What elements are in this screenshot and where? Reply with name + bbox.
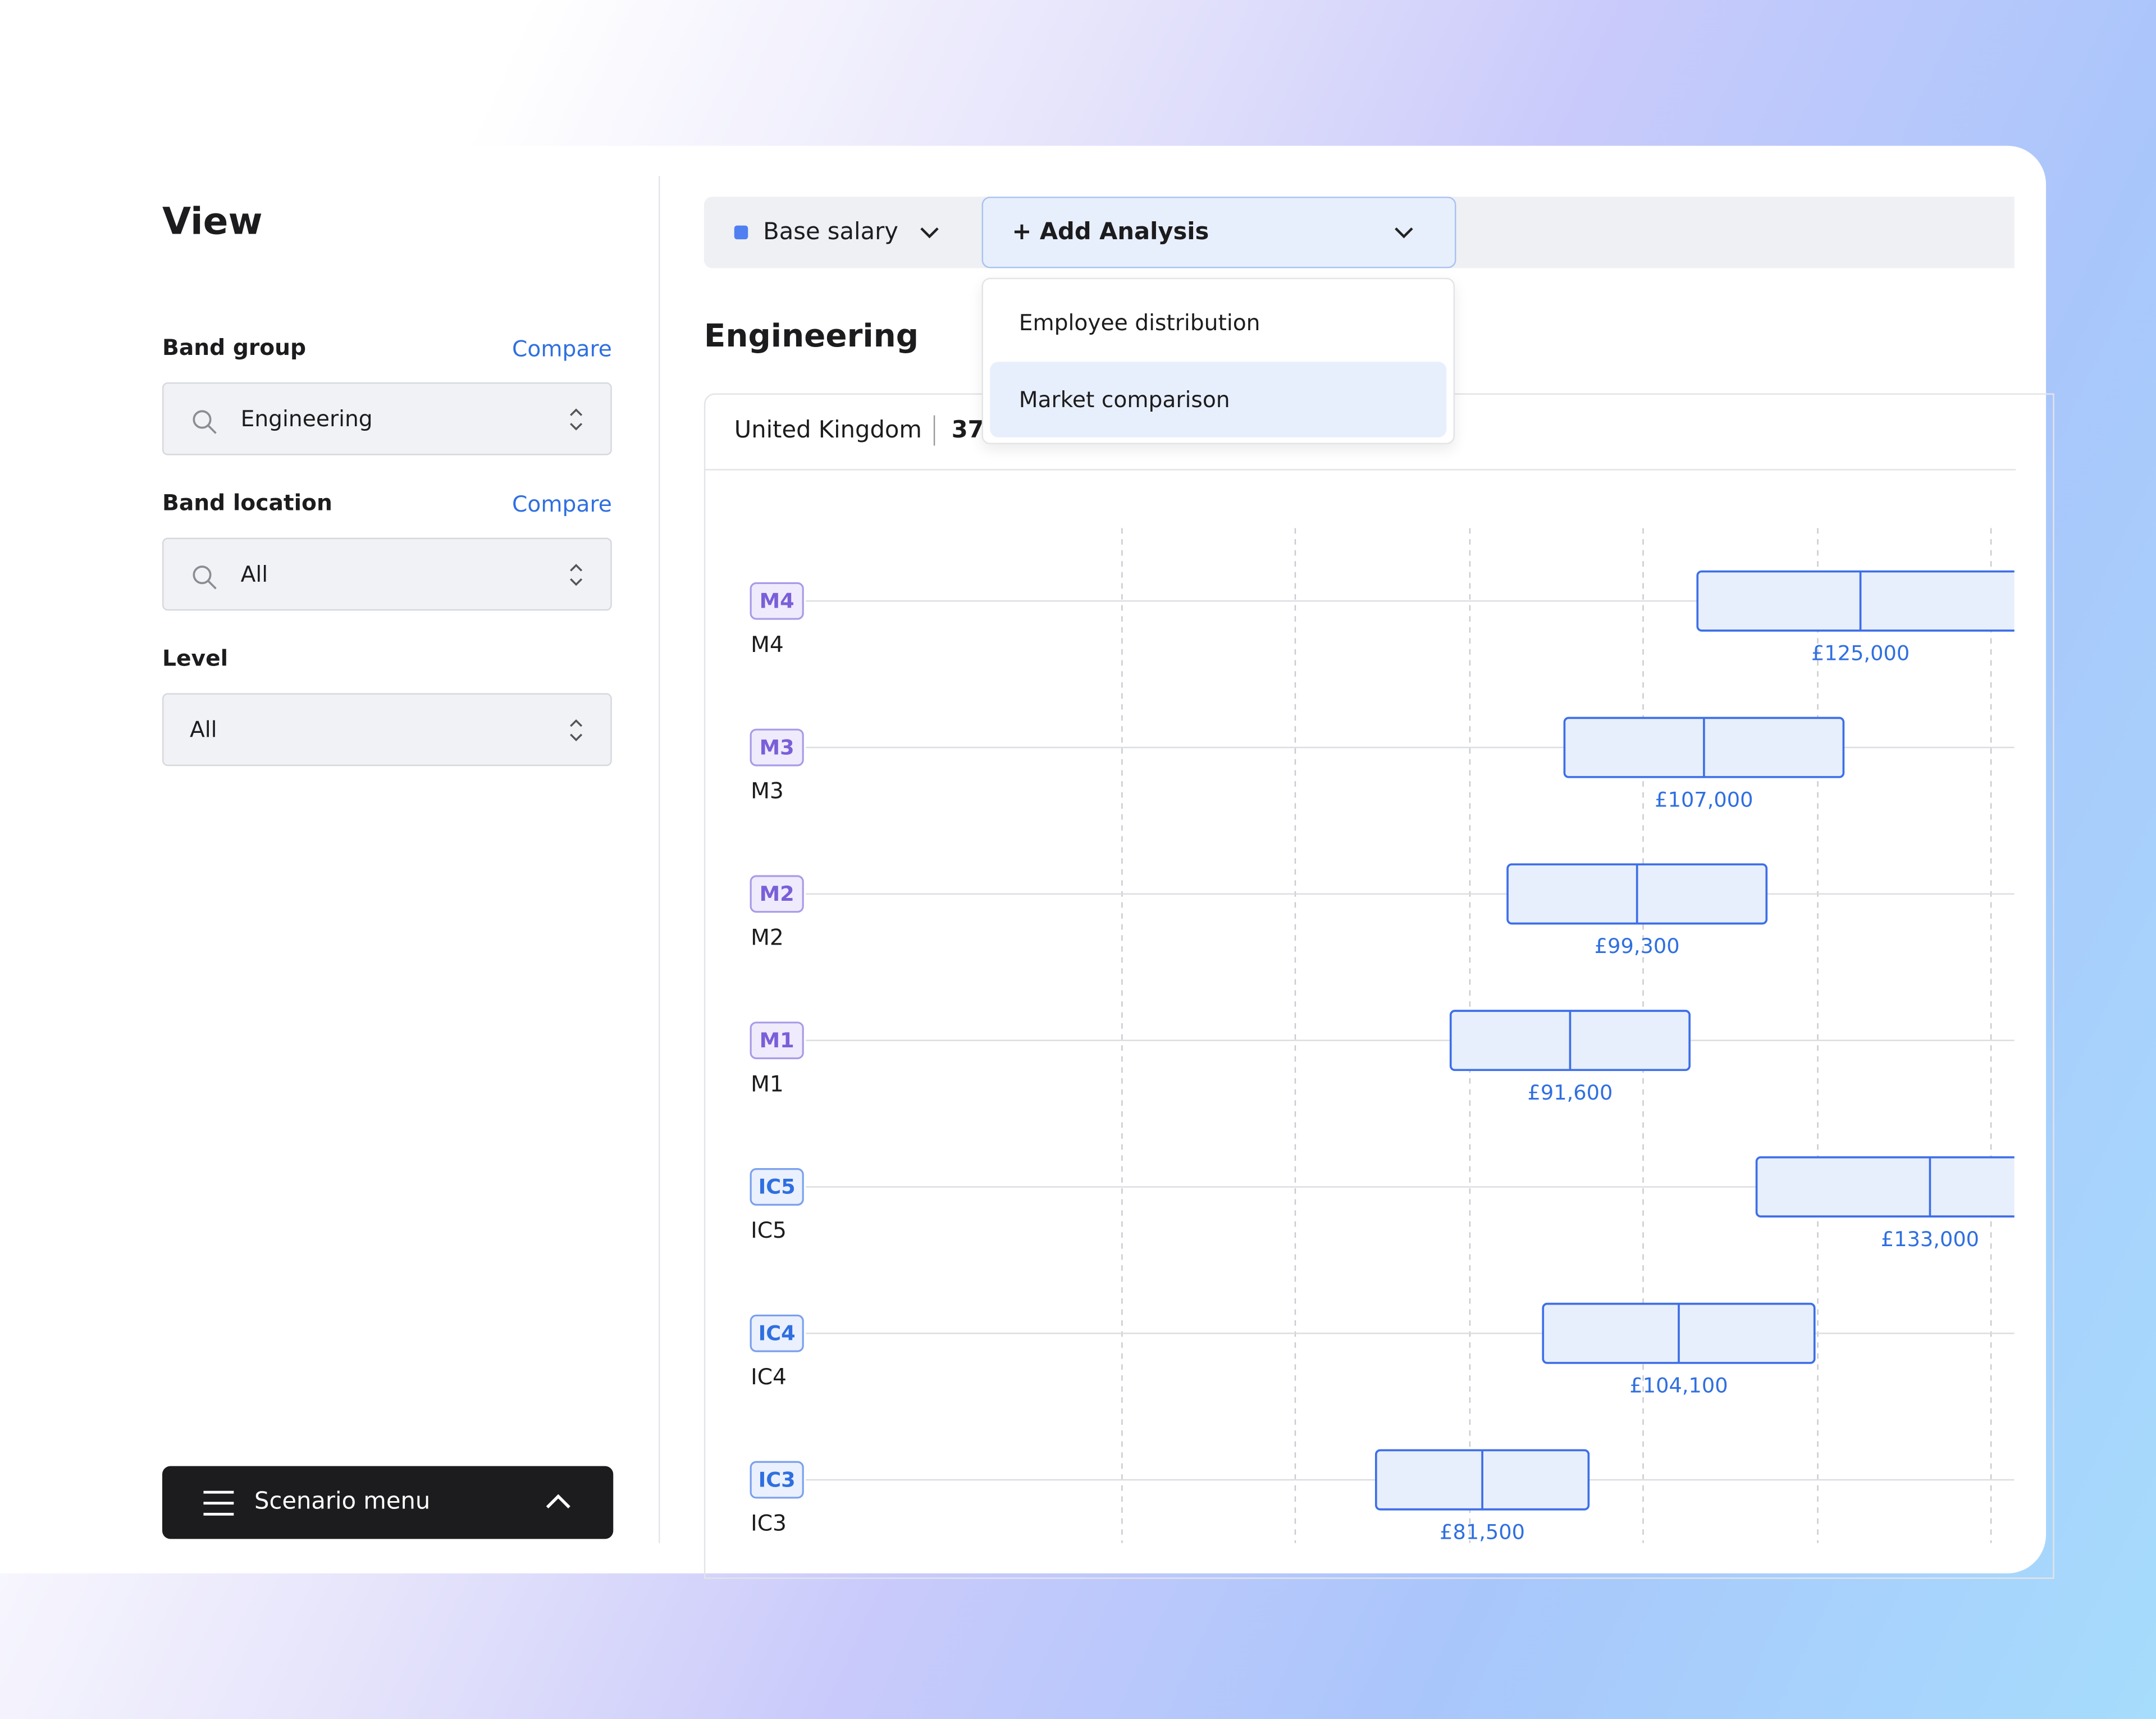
level-badge	[750, 1022, 804, 1060]
midpoint-label: £107,000	[1655, 787, 1753, 811]
search-icon	[193, 566, 217, 590]
menu-item[interactable]: Employee distribution	[1018, 309, 1260, 336]
chevron-down	[920, 227, 939, 239]
badge-text: IC5	[759, 1175, 796, 1199]
midpoint-label: £91,600	[1528, 1080, 1613, 1105]
select-value: Engineering	[240, 405, 373, 432]
badge-text: M1	[760, 1028, 794, 1052]
level-badge	[750, 1314, 804, 1352]
compare-link[interactable]: Compare	[512, 491, 612, 517]
level-select[interactable]: All	[162, 693, 612, 767]
compare-link[interactable]: Compare	[512, 335, 612, 362]
level-label: M4	[751, 632, 784, 658]
level-badge	[750, 1461, 804, 1499]
updown-icon	[570, 719, 583, 741]
level-label: IC4	[751, 1365, 787, 1390]
button-label: Scenario menu	[254, 1488, 431, 1516]
menu-icon	[203, 1490, 234, 1516]
chevron-up	[546, 1494, 570, 1508]
level-label: M1	[751, 1071, 784, 1097]
search-icon	[193, 410, 217, 434]
section-heading: Engineering	[704, 319, 919, 355]
midpoint-label: £99,300	[1595, 934, 1680, 958]
series-swatch	[734, 225, 748, 240]
band-location-select[interactable]: All	[162, 537, 612, 611]
button-label: + Add Analysis	[1012, 218, 1209, 247]
midpoint-label: £133,000	[1881, 1227, 1979, 1251]
midpoint-label: £125,000	[1811, 641, 1910, 665]
level-badge	[750, 582, 804, 620]
badge-text: M2	[760, 882, 794, 906]
employee-count: 37	[951, 417, 984, 445]
level-badge	[750, 1168, 804, 1206]
field-label: Band location	[162, 489, 332, 516]
level-label: M2	[751, 925, 784, 950]
separator	[933, 415, 935, 446]
level-label: M3	[751, 779, 784, 804]
add-analysis-button[interactable]: + Add Analysis	[981, 197, 1456, 268]
badge-text: M4	[760, 589, 794, 613]
location: United Kingdom	[734, 417, 922, 445]
level-badge	[750, 728, 804, 767]
midpoint-label: £104,100	[1629, 1374, 1728, 1398]
midpoint-label: £81,500	[1440, 1520, 1525, 1543]
level-label: IC5	[751, 1218, 787, 1243]
field-label: Band group	[162, 334, 307, 361]
level-label: IC3	[751, 1511, 787, 1536]
chevron-down	[1395, 227, 1413, 239]
sidebar-title: View	[162, 200, 263, 244]
salary-band	[1696, 570, 2015, 632]
salary-band	[1755, 1156, 2015, 1218]
level-badge	[750, 875, 804, 913]
badge-text: IC4	[759, 1321, 796, 1346]
field-label: Level	[162, 645, 229, 672]
divider	[659, 176, 660, 1543]
updown-icon	[570, 408, 583, 431]
metric-select[interactable]: Base salary	[763, 218, 898, 247]
band-chart: M4 M4 £125,000 M3 M3 £107,000 M2 M2 £99,300 M1 M1 £…	[750, 528, 2015, 1543]
panel-divider	[705, 469, 2016, 471]
select-value: All	[240, 561, 268, 587]
badge-text: IC3	[759, 1467, 796, 1492]
menu-item[interactable]: Market comparison	[990, 362, 1447, 437]
scenario-menu-button[interactable]: Scenario menu	[162, 1466, 614, 1539]
band-group-select[interactable]: Engineering	[162, 382, 612, 455]
updown-icon	[570, 564, 583, 586]
badge-text: M3	[760, 735, 794, 759]
select-value: All	[189, 716, 217, 743]
